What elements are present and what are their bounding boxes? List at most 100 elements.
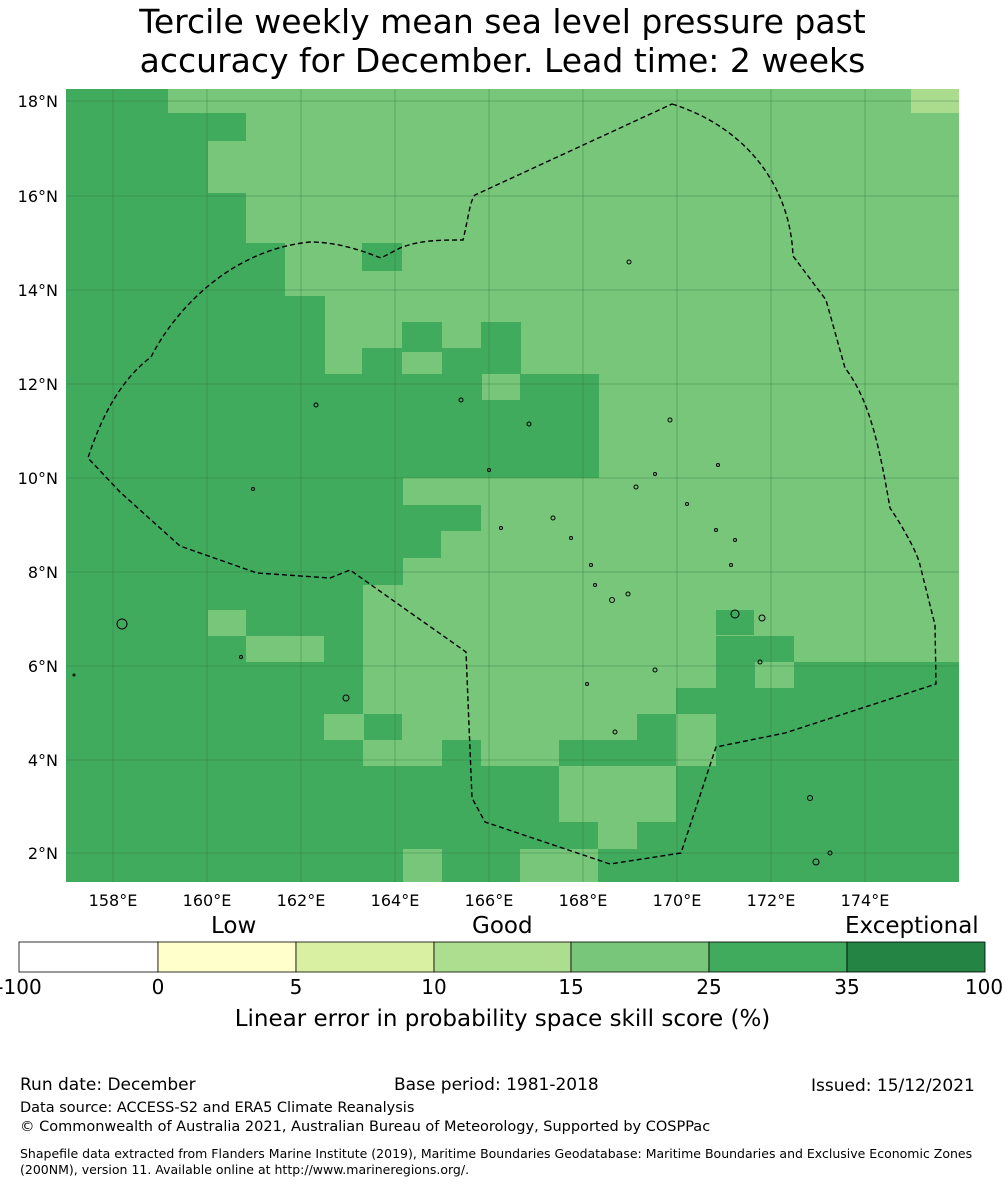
colorbar-category-good: Good <box>472 913 533 939</box>
cell-dark <box>598 849 715 882</box>
colorbar-tick-label: 15 <box>558 975 584 999</box>
cell-mid <box>481 740 559 766</box>
lat-tick-label: 18°N <box>18 92 58 111</box>
island-outline <box>730 609 740 619</box>
cell-dark <box>716 740 959 766</box>
cell-dark <box>442 348 482 378</box>
cell-dark <box>716 636 794 662</box>
title-line-1: Tercile weekly mean sea level pressure p… <box>139 2 866 41</box>
cell-dark <box>362 243 402 271</box>
colorbar-tick-label: 10 <box>421 975 447 999</box>
cell-mid <box>324 714 363 740</box>
island-outline <box>251 487 255 491</box>
island-outline <box>526 421 532 427</box>
lat-tick-label: 10°N <box>18 469 58 488</box>
island-outline <box>625 591 631 597</box>
cell-dark <box>442 740 481 766</box>
island-outline <box>593 583 597 587</box>
cell-dark <box>559 740 676 766</box>
cell-dark <box>403 505 481 531</box>
cell-dark <box>66 766 559 792</box>
cell-mid <box>208 610 246 636</box>
island-outline <box>807 795 813 801</box>
cell-mid <box>403 871 442 882</box>
island-outline <box>72 673 76 677</box>
cell-dark <box>676 792 715 822</box>
island-outline <box>716 463 720 467</box>
cell-dark <box>481 322 521 377</box>
colorbar-category-low: Low <box>211 913 257 939</box>
lat-tick-label: 14°N <box>18 281 58 300</box>
colorbar-segment <box>846 941 986 973</box>
island-outline <box>458 397 464 403</box>
base-period: Base period: 1981-2018 <box>394 1075 599 1095</box>
island-outline <box>757 659 763 665</box>
island-outline <box>342 694 350 702</box>
cell-dark <box>66 322 325 374</box>
lon-tick-label: 174°E <box>841 891 890 910</box>
island-outline <box>653 472 657 476</box>
colorbar-tick-label: 35 <box>834 975 860 999</box>
cell-dark <box>66 849 403 882</box>
island-outline <box>550 515 556 521</box>
lon-tick-label: 168°E <box>559 891 608 910</box>
cell-mid <box>598 820 637 849</box>
cell-mid <box>482 374 520 400</box>
cell-dark <box>66 141 208 193</box>
cell-mid <box>403 740 442 766</box>
cell-mid <box>559 792 676 822</box>
island-outline <box>499 526 503 530</box>
island-outline <box>733 538 737 542</box>
cell-dark <box>715 792 959 822</box>
island-outline <box>633 484 639 490</box>
island-outline <box>758 614 766 622</box>
map-title: Tercile weekly mean sea level pressure p… <box>0 2 1005 80</box>
eez-boundary <box>87 103 937 865</box>
colorbar-tick-label: 0 <box>151 975 165 999</box>
coastlines <box>72 259 833 866</box>
colorbar-tick-label: 25 <box>696 975 722 999</box>
skill-grid-cells <box>66 89 959 882</box>
lat-tick-label: 12°N <box>18 375 58 394</box>
lon-tick-label: 170°E <box>653 891 702 910</box>
lon-tick-label: 172°E <box>747 891 796 910</box>
island-outline <box>685 502 689 506</box>
island-outline <box>487 468 491 472</box>
cell-dark <box>324 636 363 662</box>
shapefile-credit: Shapefile data extracted from Flanders M… <box>20 1146 973 1177</box>
cell-dark <box>66 820 598 849</box>
colorbar-segment <box>433 941 572 973</box>
cell-dark <box>364 714 402 740</box>
island-outline <box>239 655 243 659</box>
colorbar-segment <box>18 941 159 973</box>
cell-dark <box>442 849 520 882</box>
island-outline <box>585 682 589 686</box>
lat-tick-label: 8°N <box>28 563 58 582</box>
cell-mid <box>676 714 716 766</box>
cell-dark <box>715 820 959 849</box>
colorbar-segment <box>708 941 848 973</box>
cell-dark <box>716 714 959 740</box>
cell-mid <box>403 714 442 740</box>
cell-mid <box>637 766 676 792</box>
colorbar-label: Linear error in probability space skill … <box>234 1006 771 1032</box>
colorbar-tick-label: 100 <box>964 975 1004 999</box>
cell-dark <box>403 531 441 558</box>
island-outline <box>313 402 319 408</box>
cell-dark <box>715 849 959 882</box>
island-outline <box>652 667 658 673</box>
lat-tick-label: 6°N <box>28 657 58 676</box>
cell-dark <box>66 296 325 324</box>
cell-dark <box>716 662 755 688</box>
island-outline <box>569 536 573 540</box>
lat-tick-label: 16°N <box>18 187 58 206</box>
cell-dark <box>794 662 959 688</box>
cell-mid <box>442 714 637 740</box>
island-outline <box>612 729 618 735</box>
run-date: Run date: December <box>20 1075 196 1095</box>
island-outline <box>609 597 615 603</box>
cell-dark <box>66 243 285 296</box>
cell-dark <box>402 322 442 352</box>
cell-dark <box>676 766 959 792</box>
axis-tick-labels: 158°E 160°E 162°E 164°E 166°E 168°E 170°E 172°E… <box>18 92 890 910</box>
